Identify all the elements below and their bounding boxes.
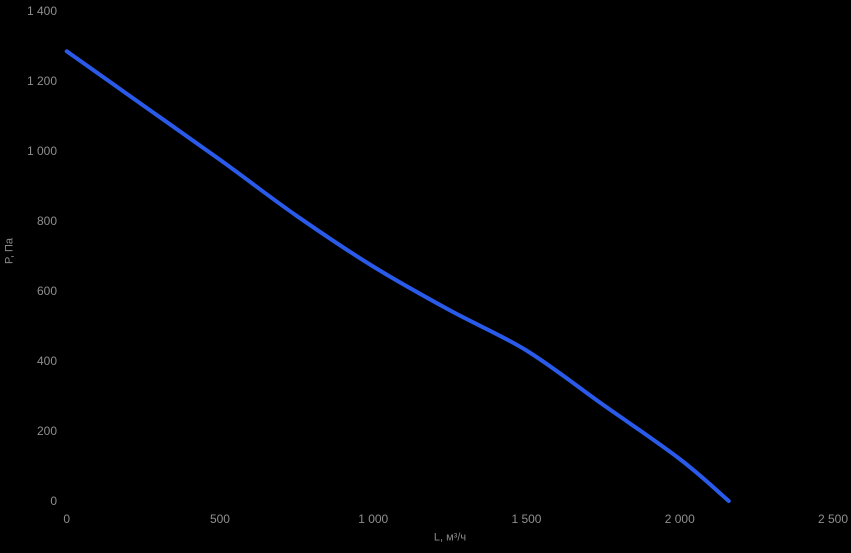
y-tick-label: 1 400 <box>0 5 57 17</box>
y-axis-title: P, Па <box>5 238 16 264</box>
y-tick-label: 200 <box>0 425 57 437</box>
y-tick-label: 600 <box>0 285 57 297</box>
y-tick-label: 1 000 <box>0 145 57 157</box>
y-tick-label: 1 200 <box>0 75 57 87</box>
x-axis-title: L, м³/ч <box>434 533 466 544</box>
y-tick-label: 800 <box>0 215 57 227</box>
x-tick-label: 1 500 <box>511 513 541 525</box>
y-tick-label: 0 <box>0 495 57 507</box>
plot-area <box>0 0 851 553</box>
x-tick-label: 2 500 <box>818 513 848 525</box>
x-tick-label: 500 <box>210 513 230 525</box>
x-tick-label: 1 000 <box>358 513 388 525</box>
x-tick-label: 0 <box>63 513 70 525</box>
x-tick-label: 2 000 <box>665 513 695 525</box>
series-line <box>67 51 729 501</box>
y-tick-label: 400 <box>0 355 57 367</box>
chart-canvas: 0 200 400 600 800 1 000 1 200 1 400 0 500 1 000 1 … <box>0 0 851 553</box>
